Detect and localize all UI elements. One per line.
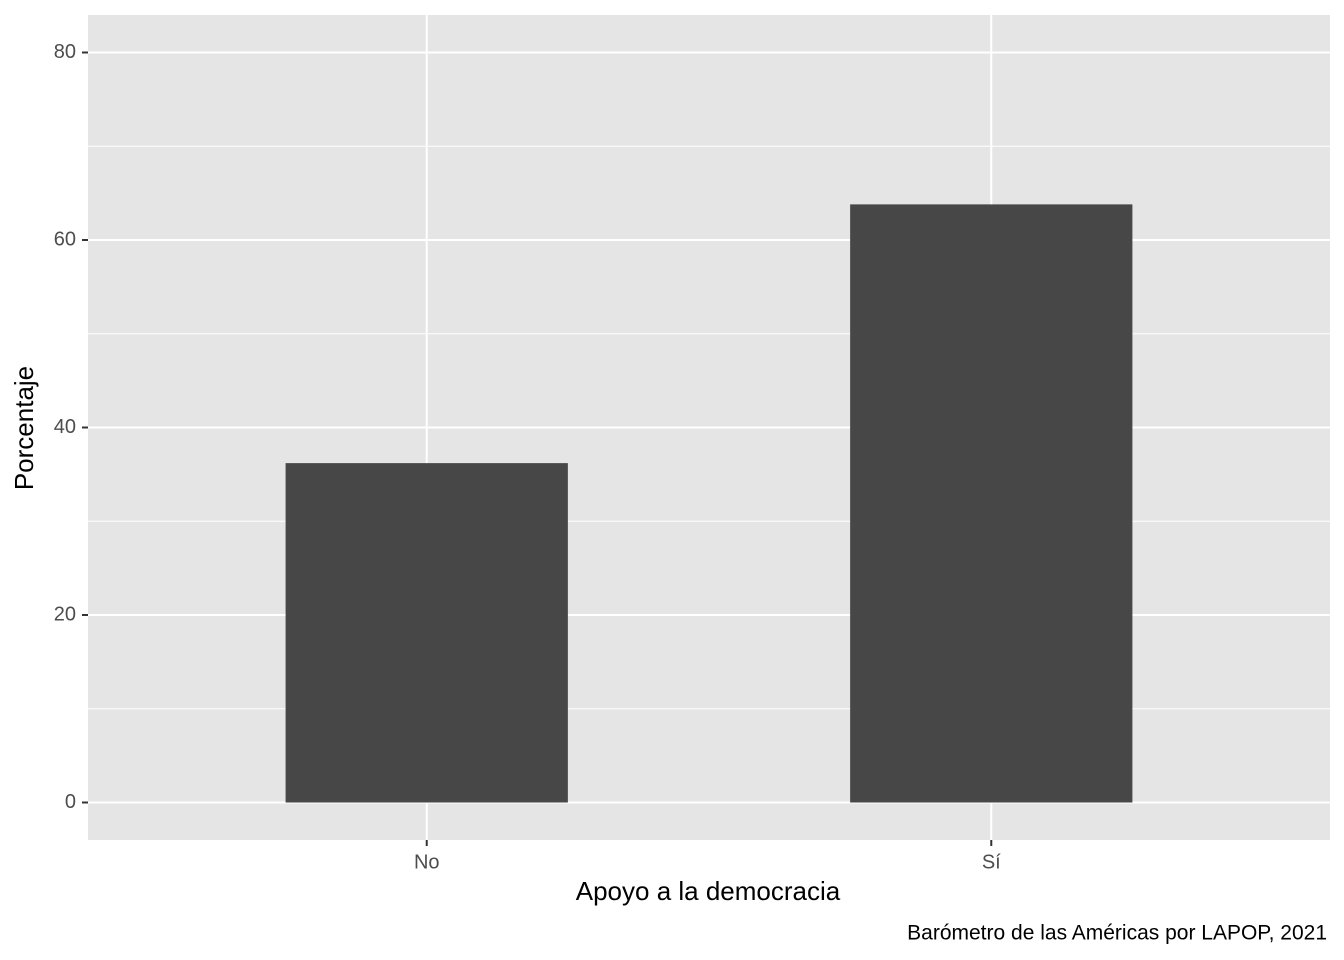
- y-tick-label: 20: [54, 603, 76, 625]
- y-tick-label: 80: [54, 41, 76, 63]
- y-tick-label: 60: [54, 228, 76, 250]
- y-axis-title: Porcentaje: [9, 366, 39, 490]
- x-tick-label: Sí: [982, 851, 1001, 873]
- x-tick-label: No: [414, 851, 440, 873]
- bar: [285, 463, 568, 803]
- y-tick-label: 0: [65, 791, 76, 813]
- bar: [850, 204, 1133, 803]
- x-axis-title: Apoyo a la democracia: [576, 876, 841, 906]
- caption: Barómetro de las Américas por LAPOP, 202…: [907, 922, 1327, 945]
- y-tick-label: 40: [54, 416, 76, 438]
